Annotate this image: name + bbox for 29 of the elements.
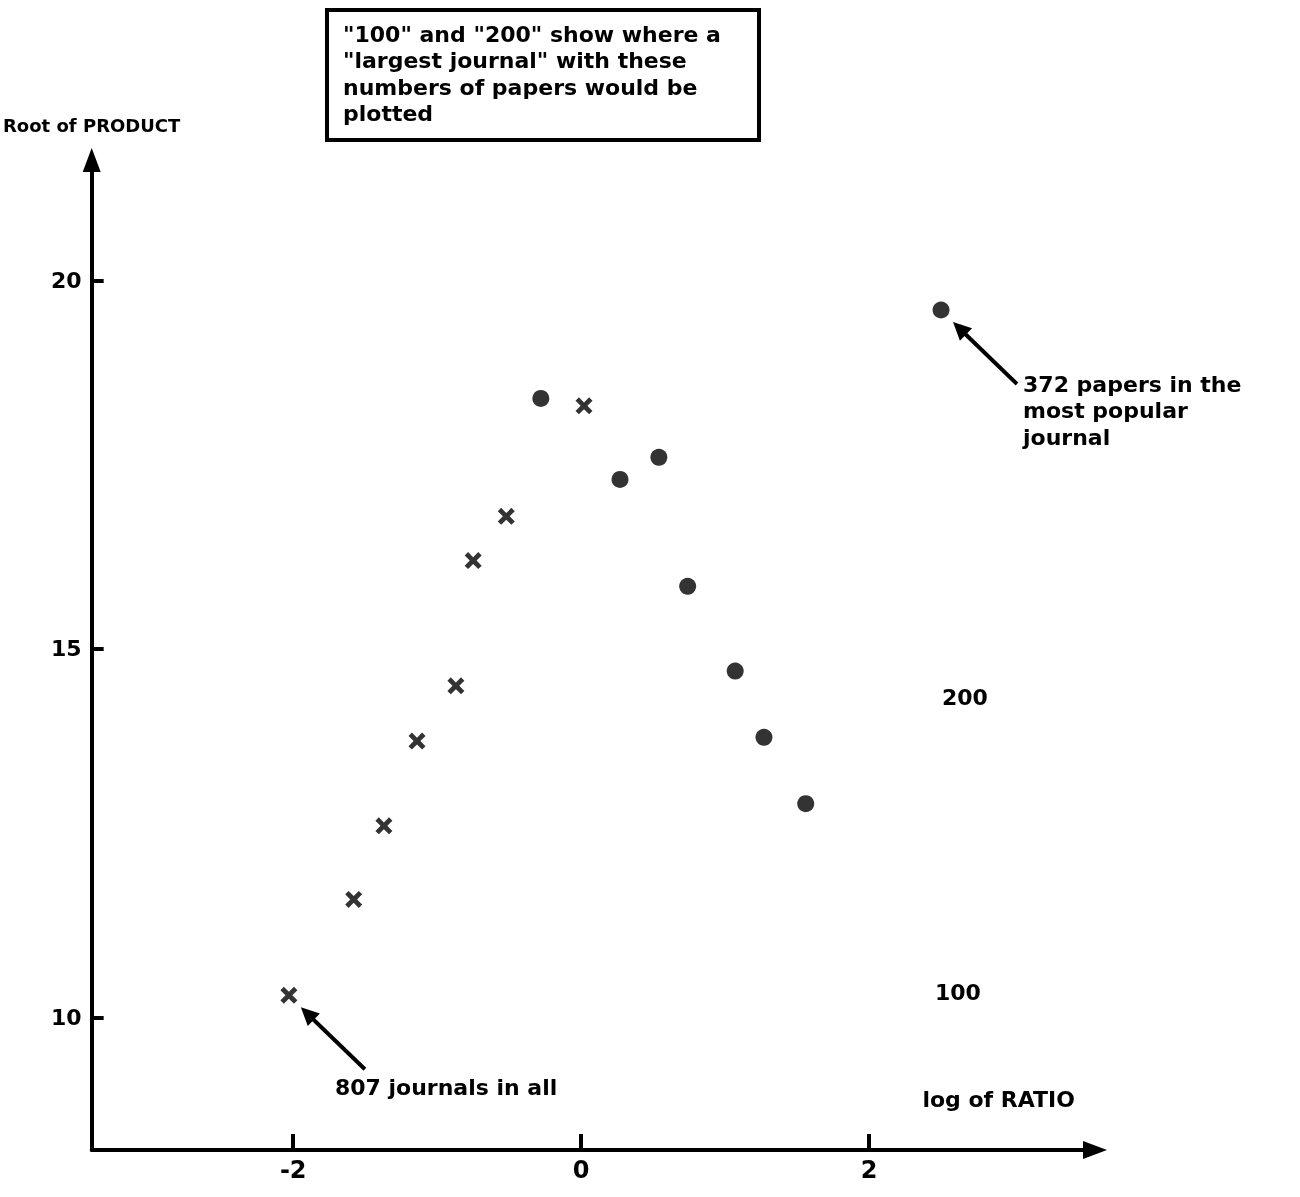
point — [464, 552, 482, 570]
x-axis-title: log of RATIO — [922, 1086, 1075, 1112]
annotation: 807 journals in all — [334, 1075, 559, 1102]
point — [650, 448, 668, 466]
point — [797, 795, 815, 813]
y-tick-label: 20 — [51, 268, 82, 294]
point — [611, 470, 629, 488]
x-tick-label: 2 — [860, 1156, 878, 1184]
point — [345, 890, 363, 908]
point — [726, 662, 744, 680]
point — [755, 728, 773, 746]
point — [532, 389, 550, 407]
point — [280, 986, 298, 1004]
point — [375, 817, 393, 835]
x-tick-label: -2 — [279, 1156, 307, 1184]
annotation: 200 — [942, 685, 988, 712]
point — [932, 301, 950, 319]
point — [679, 577, 697, 595]
point — [408, 732, 426, 750]
x-tick-label: 0 — [572, 1156, 590, 1184]
point — [575, 397, 593, 415]
point — [447, 677, 465, 695]
y-axis-title: Root of PRODUCT — [3, 114, 182, 136]
text: "100" and "200" show where a "largest journal" with these numbers of papers would be plotted — [325, 8, 761, 142]
point — [497, 507, 515, 525]
annotation: 100 — [935, 980, 981, 1007]
y-tick-label: 15 — [51, 636, 82, 662]
y-tick-label: 10 — [51, 1004, 82, 1030]
annotation: 372 papers in the most popular journal — [1023, 372, 1243, 452]
